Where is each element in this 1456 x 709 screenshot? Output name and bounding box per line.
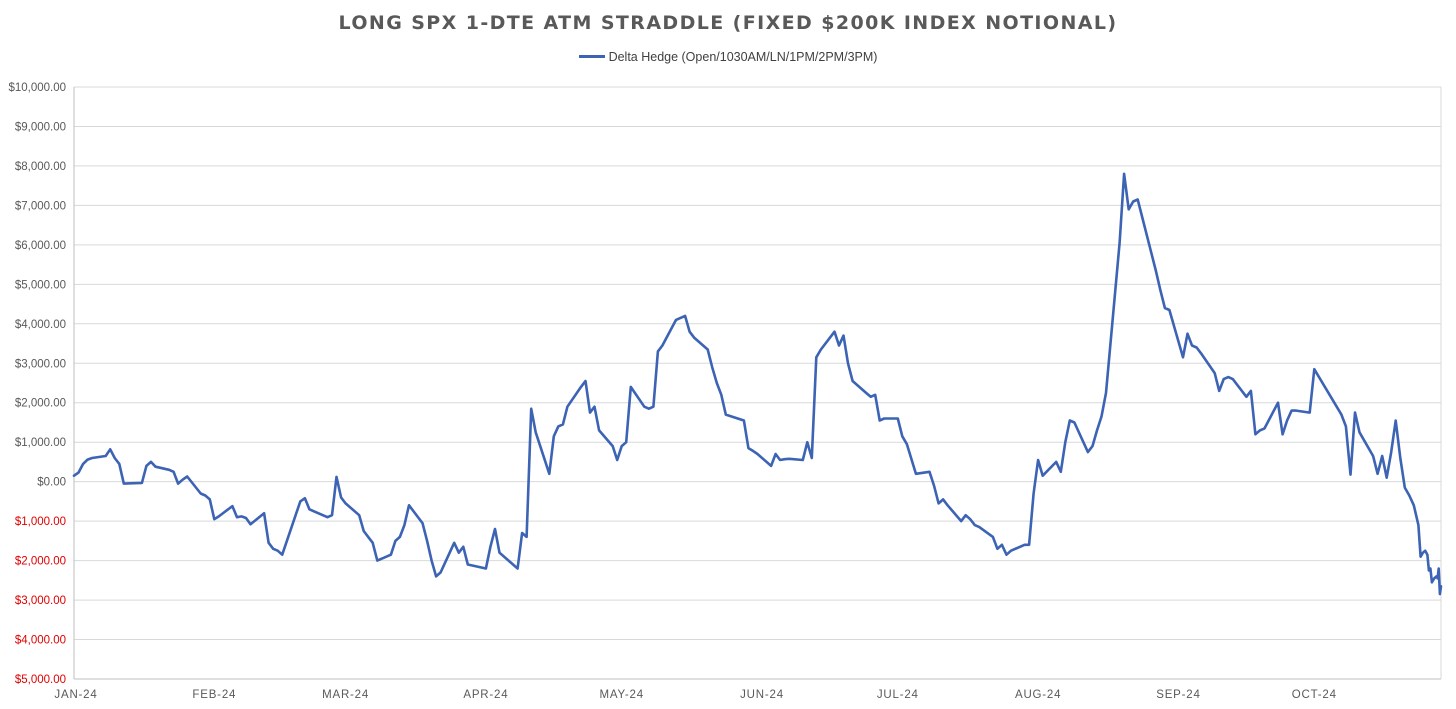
legend-series-label: Delta Hedge (Open/1030AM/LN/1PM/2PM/3PM) [608, 50, 878, 64]
series-lines [72, 172, 1443, 596]
x-tick-label: AUG-24 [1015, 689, 1061, 701]
y-tick-label: $1,000.00 [15, 516, 66, 528]
y-axis-tick-labels: $10,000.00 $9,000.00 $8,000.00 $7,000.00 $6,… [8, 82, 66, 686]
x-tick-label: JUN-24 [740, 689, 784, 701]
y-tick-label: $7,000.00 [15, 200, 66, 212]
y-tick-label: $2,000.00 [15, 556, 66, 568]
y-tick-label: $0.00 [37, 477, 66, 489]
legend-line-swatch [578, 55, 605, 59]
y-tick-label: $6,000.00 [15, 240, 66, 252]
y-tick-label: $1,000.00 [15, 437, 66, 449]
gridlines [74, 86, 1441, 680]
x-tick-label: OCT-24 [1292, 689, 1337, 701]
legend: Delta Hedge (Open/1030AM/LN/1PM/2PM/3PM) [0, 50, 1456, 64]
y-tick-label: $9,000.00 [15, 121, 66, 133]
axes [73, 87, 1442, 680]
y-tick-label: $4,000.00 [15, 319, 66, 331]
y-tick-label: $4,000.00 [15, 635, 66, 647]
x-tick-label: MAR-24 [322, 689, 369, 701]
y-tick-label: $10,000.00 [8, 82, 66, 94]
y-tick-label: $8,000.00 [15, 161, 66, 173]
series-line [72, 172, 1443, 596]
x-tick-label: APR-24 [463, 689, 508, 701]
x-tick-label: JUL-24 [877, 689, 919, 701]
x-tick-label: FEB-24 [192, 689, 236, 701]
chart-title: LONG SPX 1-DTE ATM STRADDLE (FIXED $200K… [338, 12, 1118, 34]
x-tick-label: MAY-24 [599, 689, 643, 701]
y-tick-label: $3,000.00 [15, 595, 66, 607]
x-axis-tick-labels: JAN-24 FEB-24 MAR-24 APR-24 MAY-24 JUN-24 JUL-… [54, 689, 1336, 701]
x-tick-label: JAN-24 [54, 689, 97, 701]
x-tick-label: SEP-24 [1156, 689, 1200, 701]
y-tick-label: $2,000.00 [15, 398, 66, 410]
y-tick-label: $3,000.00 [15, 358, 66, 370]
y-tick-label: $5,000.00 [15, 279, 66, 291]
y-tick-label: $5,000.00 [15, 674, 66, 686]
